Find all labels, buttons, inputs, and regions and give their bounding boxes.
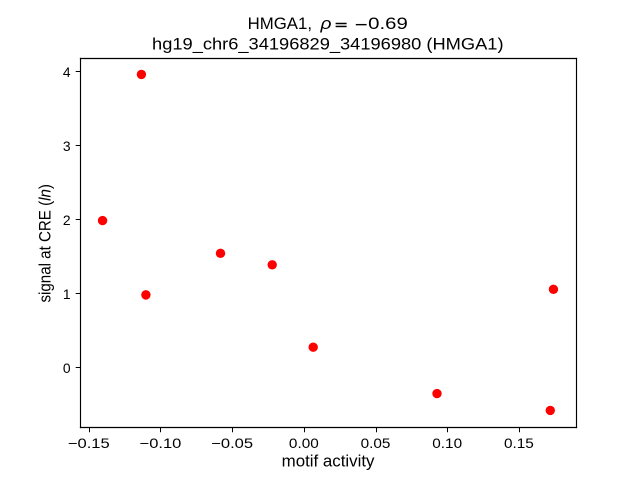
svg-text:3: 3 bbox=[63, 138, 71, 154]
svg-text:1: 1 bbox=[63, 286, 71, 302]
svg-text:−0.05: −0.05 bbox=[211, 435, 253, 451]
svg-text:0.00: 0.00 bbox=[289, 435, 319, 451]
svg-text:−0.15: −0.15 bbox=[68, 435, 110, 451]
svg-text:signal at CRE (ln): signal at CRE (ln) bbox=[36, 184, 55, 302]
svg-text:4: 4 bbox=[63, 64, 71, 80]
svg-text:−0.10: −0.10 bbox=[140, 435, 182, 451]
svg-text:HMGA1,: HMGA1, bbox=[248, 14, 312, 33]
svg-text:0: 0 bbox=[63, 360, 71, 376]
svg-text:0.10: 0.10 bbox=[432, 435, 462, 451]
svg-text:0.69: 0.69 bbox=[368, 14, 408, 33]
svg-text:2: 2 bbox=[63, 212, 71, 228]
svg-text:ρ: ρ bbox=[319, 14, 332, 33]
svg-text:0.15: 0.15 bbox=[504, 435, 534, 451]
svg-text:motif activity: motif activity bbox=[282, 452, 375, 471]
svg-text:hg19_chr6_34196829_34196980 (H: hg19_chr6_34196829_34196980 (HMGA1) bbox=[152, 34, 504, 53]
svg-text:0.05: 0.05 bbox=[361, 435, 391, 451]
